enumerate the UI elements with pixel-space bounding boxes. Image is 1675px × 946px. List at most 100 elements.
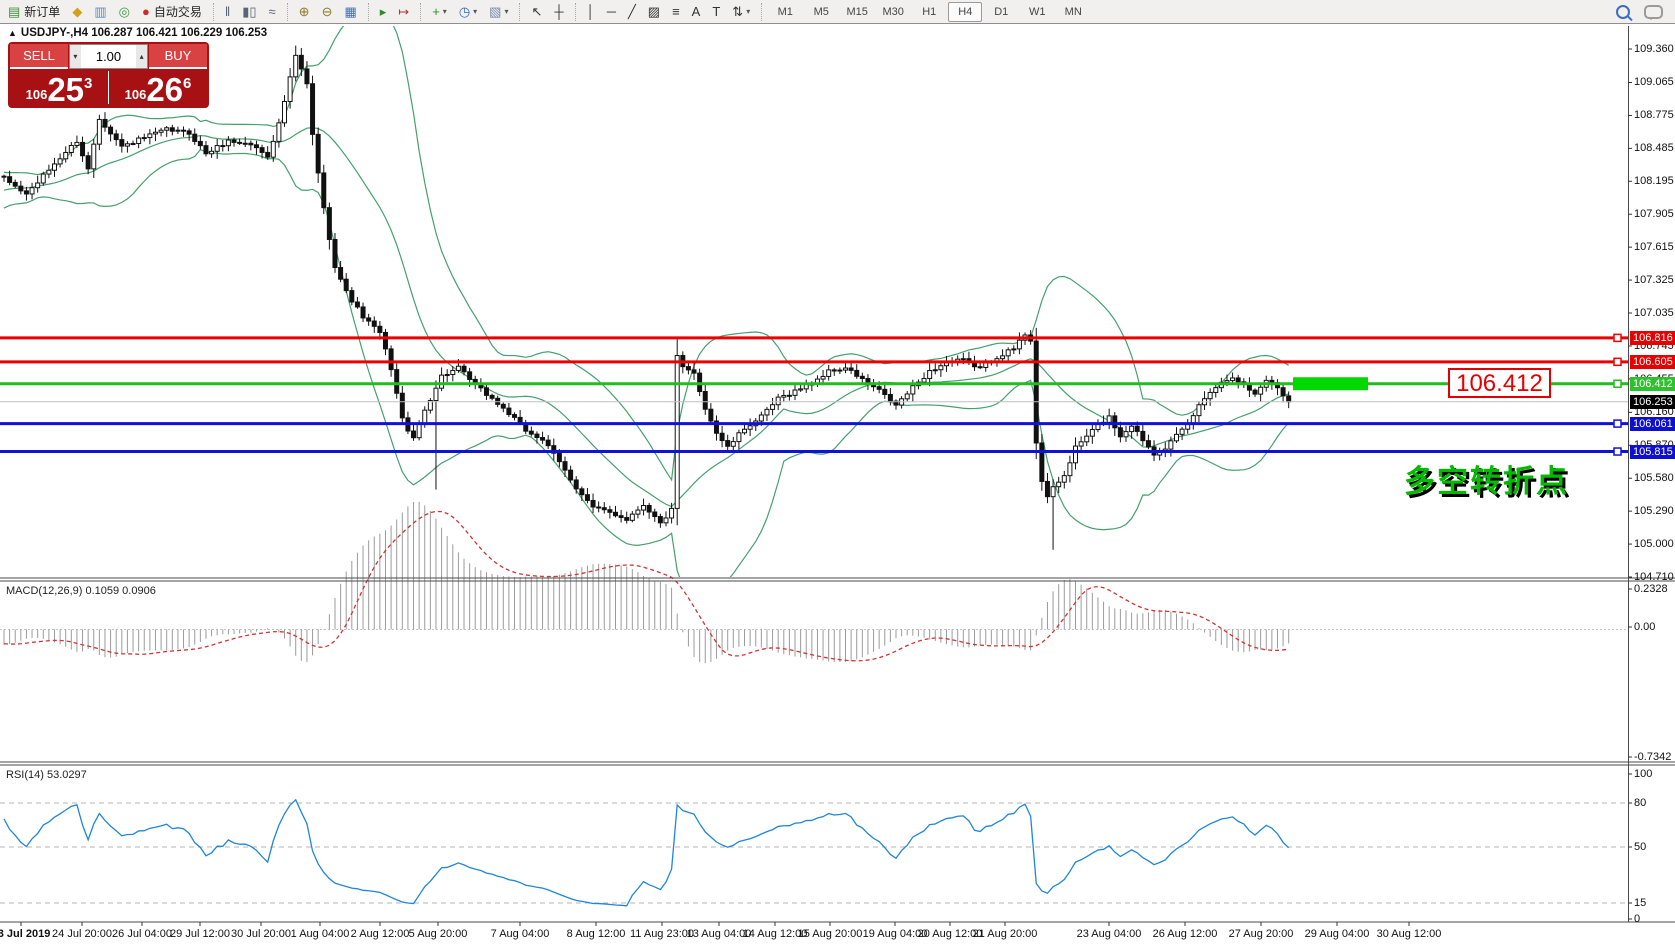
price-tag: 106.605 [1630, 354, 1675, 369]
line-chart-button[interactable]: ≈ [264, 1, 281, 23]
horizontal-line-button[interactable]: ─ [602, 1, 621, 23]
tile-windows-button[interactable]: ▦ [339, 1, 361, 23]
timeframe-m15[interactable]: M15 [846, 5, 868, 18]
indicators-button[interactable]: + ▾ [427, 1, 452, 23]
time-axis-label: 26 Jul 04:00 [112, 928, 172, 940]
chart-window: ▲ USDJPY-,H4 106.287 106.421 106.229 106.… [0, 24, 1675, 946]
sell-button[interactable]: SELL [10, 44, 68, 69]
price-axis-label: 108.775 [1634, 109, 1674, 122]
time-axis-label: 26 Aug 12:00 [1152, 928, 1218, 940]
profiles-icon: ▥ [94, 3, 107, 19]
price-axis-label: 105.000 [1634, 538, 1674, 551]
price-axis-label: 109.360 [1634, 43, 1674, 55]
price-axis-label: 109.065 [1634, 76, 1674, 89]
fibonacci-icon: ≡ [672, 3, 680, 19]
rsi-label: RSI(14) 53.0297 [6, 769, 87, 781]
arrows-button[interactable]: ⇅ ▾ [727, 1, 755, 23]
equidistant-channel-icon: ▨ [647, 3, 661, 19]
fibonacci-button[interactable]: ≡ [667, 1, 685, 23]
bar-chart-button[interactable]: ‖ [220, 1, 235, 23]
periods-button[interactable]: ◷ ▾ [454, 1, 482, 23]
toolbar-separator [574, 2, 576, 21]
text-icon: A [691, 3, 701, 19]
tile-windows-icon: ▦ [344, 3, 357, 19]
sell-price[interactable]: 106 25 3 [25, 71, 93, 108]
equidistant-channel-button[interactable]: ▨ [643, 1, 665, 23]
time-axis-label: 27 Aug 20:00 [1228, 928, 1294, 940]
chart-shift-button[interactable]: ↦ [393, 1, 414, 23]
text-label-button[interactable]: T [707, 1, 725, 23]
line-chart-icon: ≈ [268, 3, 276, 19]
chevron-down-icon: ▾ [442, 6, 447, 16]
macd-axis-label: 0.2328 [1634, 583, 1668, 595]
profiles-button[interactable]: ▥ [89, 1, 111, 23]
time-axis-label: 2 Aug 12:00 [350, 928, 410, 940]
volume-input[interactable] [80, 45, 137, 68]
toolbar-separator [761, 2, 763, 21]
time-axis-label: 24 Jul 20:00 [52, 928, 112, 940]
cursor-button[interactable]: ↖ [526, 1, 547, 23]
rsi-axis-label: 80 [1634, 797, 1647, 809]
time-axis-label: 1 Aug 04:00 [290, 928, 350, 940]
chat-icon[interactable] [1644, 4, 1663, 20]
timeframe-h1[interactable]: H1 [922, 5, 937, 18]
periods-icon: ◷ [458, 3, 471, 19]
time-axis-label: 21 Aug 20:00 [972, 928, 1038, 940]
time-axis-label: 23 Jul 2019 [0, 928, 51, 940]
cursor-icon: ↖ [531, 3, 543, 19]
timeframe-m1[interactable]: M1 [777, 5, 793, 18]
candlestick-chart-button[interactable]: ▮▯ [237, 1, 261, 23]
text-label-icon: T [712, 3, 721, 19]
zoom-out-icon: ⊖ [321, 3, 333, 19]
new-order-button-label: 新订单 [24, 4, 61, 19]
chevron-down-icon: ▾ [473, 6, 478, 16]
timeframe-m30[interactable]: M30 [882, 5, 904, 18]
macd-axis-label: 0.00 [1634, 621, 1656, 633]
price-axis-label: 108.485 [1634, 142, 1674, 155]
time-axis-label: 5 Aug 20:00 [408, 928, 468, 940]
price-tag: 106.816 [1630, 330, 1675, 345]
timeframe-m5[interactable]: M5 [813, 5, 829, 18]
vertical-line-button[interactable]: │ [582, 1, 600, 23]
trendline-button[interactable]: ╱ [623, 1, 641, 23]
arrows-icon: ⇅ [732, 3, 744, 19]
price-tag: 105.815 [1630, 444, 1675, 459]
indicators-icon: + [432, 3, 440, 19]
templates-button[interactable]: ▧ ▾ [484, 1, 513, 23]
crosshair-button[interactable]: ┼ [549, 1, 568, 23]
buy-price[interactable]: 106 26 6 [124, 71, 192, 108]
price-axis-label: 104.710 [1634, 571, 1674, 583]
volume-decrease-button[interactable]: ▾ [70, 45, 81, 68]
zoom-in-button[interactable]: ⊕ [294, 1, 315, 23]
time-axis-label: 20 Aug 12:00 [917, 928, 983, 940]
rsi-axis-label: 0 [1634, 913, 1641, 925]
trade-panel-toggle-icon[interactable]: ▲ [8, 28, 17, 38]
timeframe-h4[interactable]: H4 [948, 1, 983, 22]
new-order-button[interactable]: ▤ 新订单 [3, 1, 65, 23]
rsi-axis-label: 15 [1634, 897, 1647, 909]
text-button[interactable]: A [687, 1, 706, 23]
search-icon[interactable] [1616, 4, 1630, 19]
buy-button[interactable]: BUY [149, 44, 207, 69]
vertical-line-icon: │ [586, 3, 595, 19]
chart-canvas[interactable] [0, 24, 1675, 946]
timeframe-d1[interactable]: D1 [994, 5, 1009, 18]
time-axis-label: 14 Aug 12:00 [742, 928, 808, 940]
toolbar-separator [420, 2, 422, 21]
signals-button[interactable]: ◎ [114, 1, 135, 23]
price-axis-label: 107.035 [1634, 307, 1674, 319]
signals-icon: ◎ [118, 3, 130, 19]
zoom-in-icon: ⊕ [298, 3, 310, 19]
auto-trading-icon: ● [141, 3, 150, 19]
volume-increase-button[interactable]: ▴ [136, 45, 147, 68]
auto-scroll-button[interactable]: ▸ [375, 1, 392, 23]
market-watch-button[interactable]: ◆ [67, 1, 87, 23]
one-click-trading-panel: SELL ▾ ▴ BUY 106 25 3 106 26 6 [8, 42, 209, 108]
zoom-out-button[interactable]: ⊖ [317, 1, 338, 23]
timeframe-mn[interactable]: MN [1064, 5, 1082, 18]
timeframe-w1[interactable]: W1 [1028, 5, 1046, 18]
time-axis-label: 11 Aug 23:00 [629, 928, 695, 940]
macd-axis-label: -0.7342 [1634, 751, 1672, 763]
auto-trading-button[interactable]: ● 自动交易 [137, 1, 207, 23]
chevron-down-icon: ▾ [504, 6, 509, 16]
